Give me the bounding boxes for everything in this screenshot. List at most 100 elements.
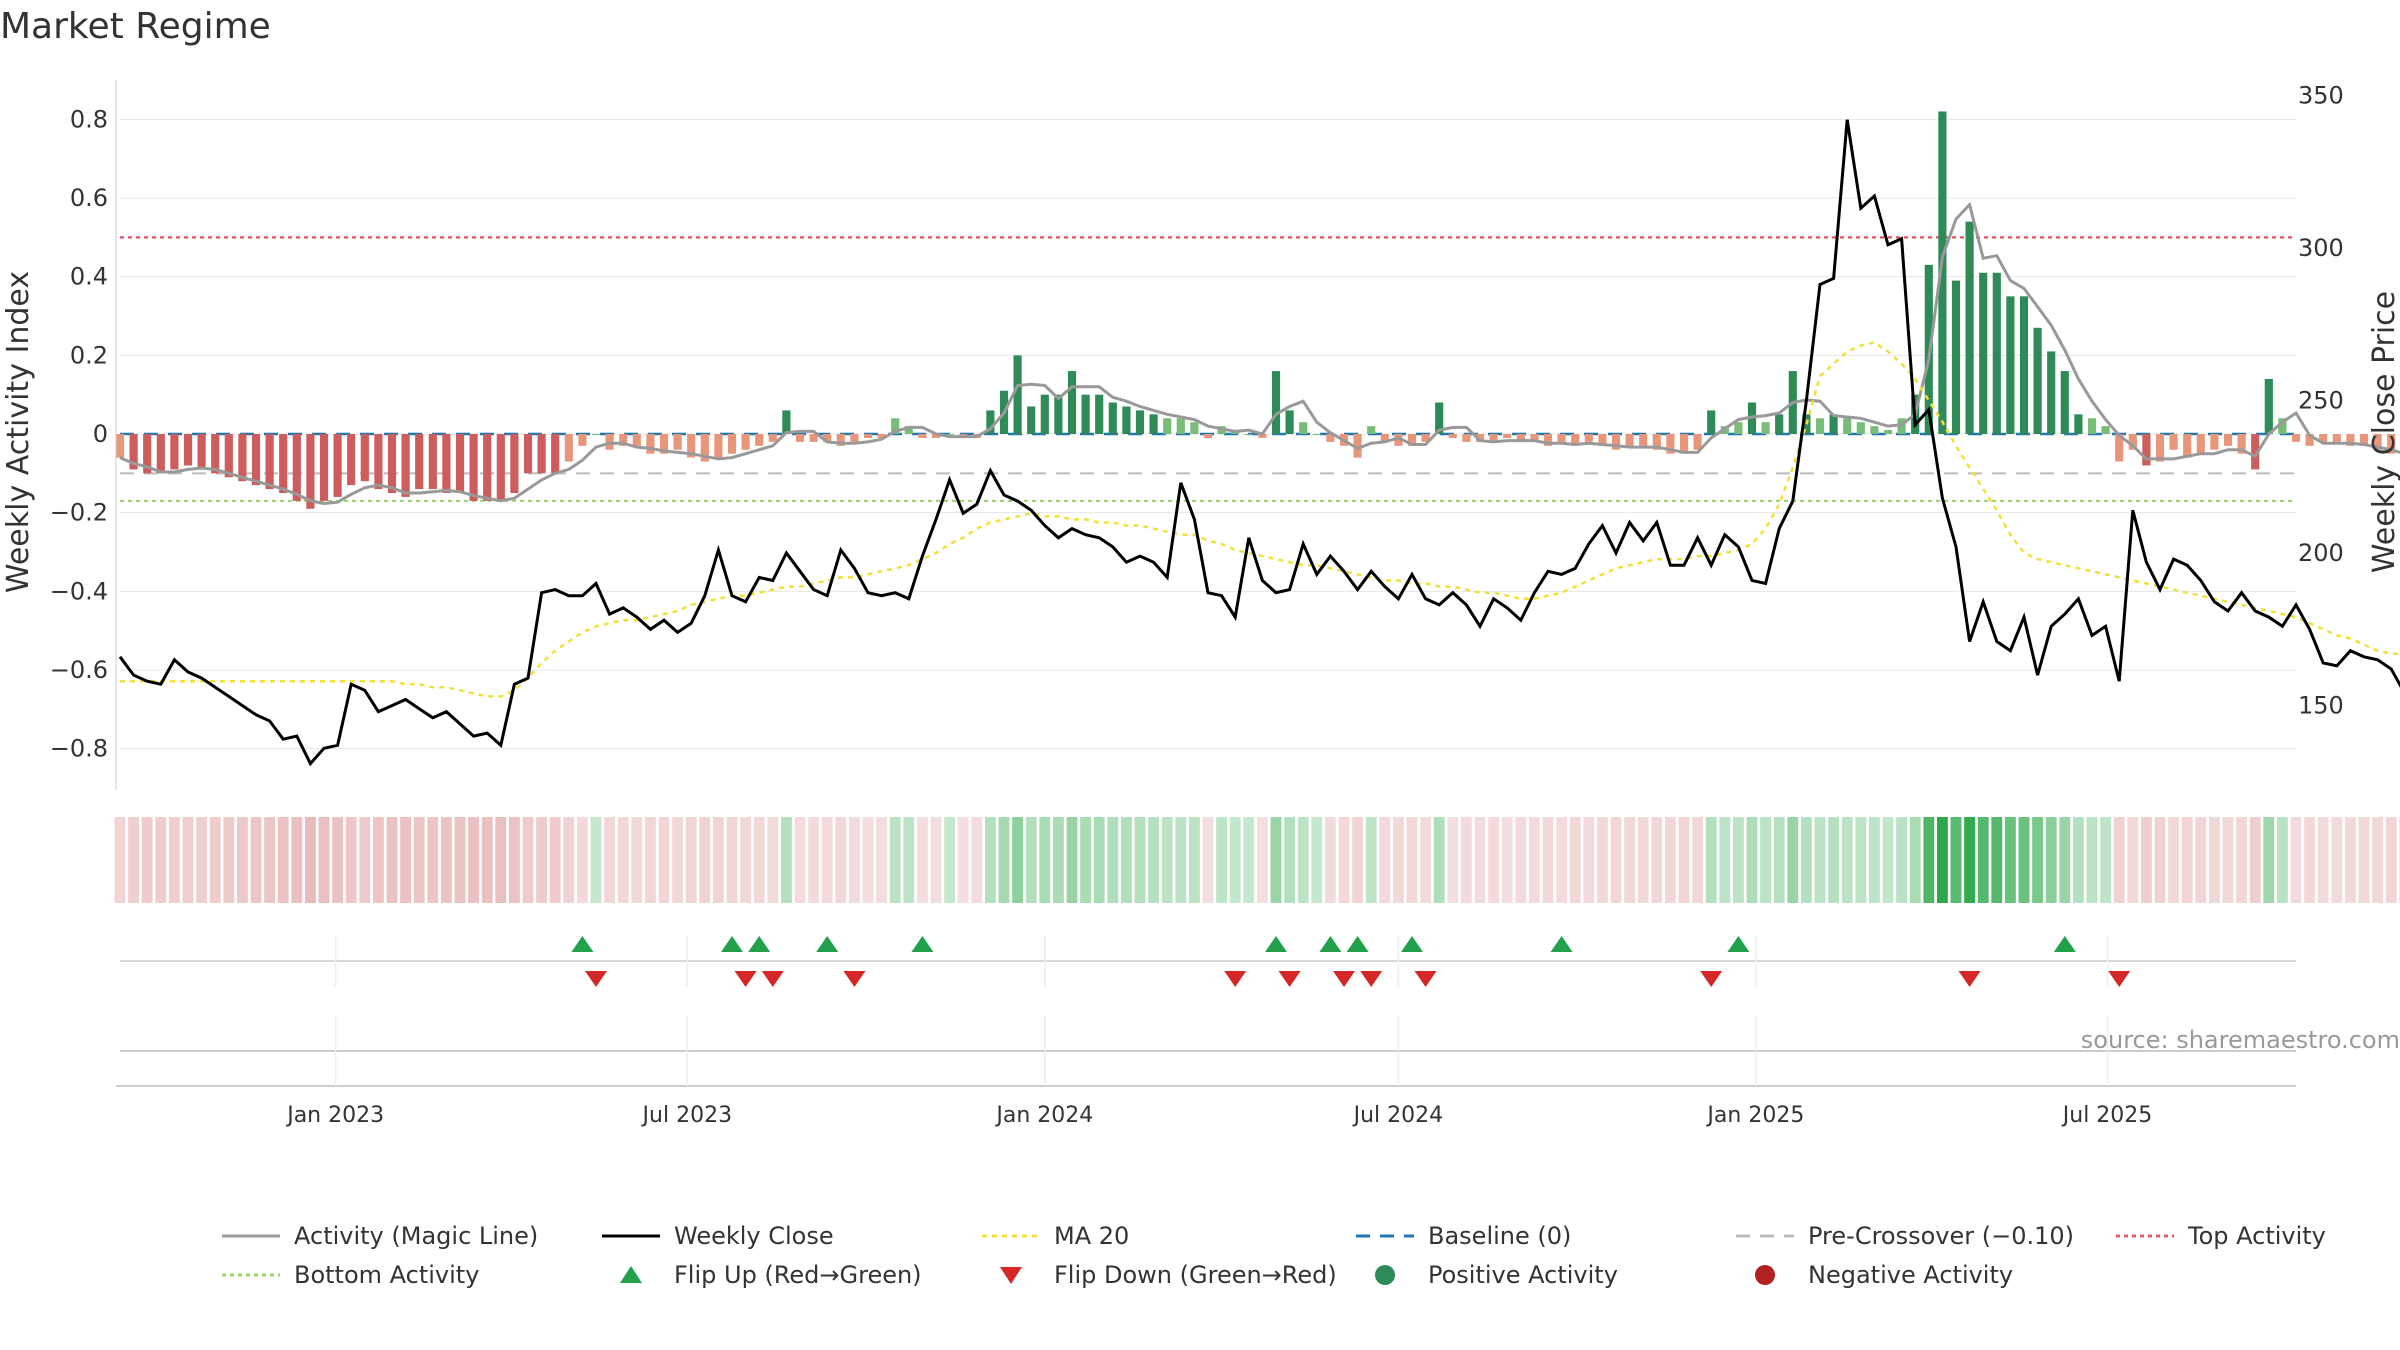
regime-strip-cell bbox=[114, 817, 126, 903]
regime-strip-cell bbox=[1800, 817, 1812, 903]
activity-bar bbox=[1271, 371, 1281, 434]
flip-up-marker bbox=[1346, 936, 1369, 952]
regime-strip-cell bbox=[1420, 817, 1432, 903]
activity-bar bbox=[551, 434, 560, 474]
regime-strip-cell bbox=[998, 817, 1010, 903]
legend-item: Bottom Activity bbox=[222, 1261, 479, 1289]
regime-strip-cell bbox=[413, 817, 425, 903]
activity-bar bbox=[510, 434, 519, 493]
activity-bar bbox=[1571, 434, 1580, 446]
regime-strip-cell bbox=[1542, 817, 1554, 903]
activity-bar bbox=[1951, 280, 1961, 434]
regime-strip-cell bbox=[2195, 817, 2207, 903]
activity-bar bbox=[1149, 414, 1158, 434]
activity-bar bbox=[795, 434, 805, 442]
activity-bar bbox=[401, 434, 410, 497]
regime-strip-cell bbox=[2168, 817, 2180, 903]
activity-bar bbox=[1244, 434, 1253, 435]
activity-bar bbox=[877, 434, 886, 438]
regime-strip-cell bbox=[876, 817, 888, 903]
regime-strip-cell bbox=[1052, 817, 1064, 903]
activity-bar bbox=[1557, 434, 1566, 442]
y-right-tick-label: 300 bbox=[2298, 234, 2344, 262]
regime-strip-cell bbox=[1760, 817, 1772, 903]
activity-bar bbox=[1394, 434, 1403, 446]
activity-bar bbox=[1163, 418, 1172, 434]
activity-bar bbox=[1489, 434, 1498, 442]
activity-bar bbox=[918, 434, 927, 438]
regime-strip-cell bbox=[1936, 817, 1948, 903]
activity-bar bbox=[1027, 406, 1036, 434]
flip-down-marker bbox=[761, 971, 784, 987]
regime-strip-cell bbox=[1637, 817, 1649, 903]
regime-strip-cell bbox=[1270, 817, 1282, 903]
regime-strip-cell bbox=[2004, 817, 2016, 903]
activity-bar bbox=[741, 434, 750, 450]
regime-strip-cell bbox=[821, 817, 833, 903]
activity-bar bbox=[251, 434, 261, 486]
legend-item: Negative Activity bbox=[1755, 1261, 2013, 1289]
regime-strip-cell bbox=[753, 817, 765, 903]
y-right-tick-label: 250 bbox=[2298, 386, 2344, 414]
y-left-tick-label: 0.2 bbox=[70, 341, 108, 369]
activity-bar bbox=[1979, 272, 1988, 434]
regime-strip-cell bbox=[740, 817, 752, 903]
flip-down-marker bbox=[1414, 971, 1437, 987]
regime-strip-cell bbox=[1012, 817, 1024, 903]
activity-bar bbox=[1639, 434, 1648, 446]
activity-bar bbox=[1367, 426, 1376, 434]
regime-strip-cell bbox=[1243, 817, 1255, 903]
regime-strip-cell bbox=[1583, 817, 1595, 903]
regime-strip-cell bbox=[2276, 817, 2288, 903]
regime-strip-cell bbox=[1705, 817, 1717, 903]
activity-bar bbox=[1666, 434, 1675, 454]
y-left-tick-label: 0.4 bbox=[70, 263, 108, 291]
legend-item: MA 20 bbox=[982, 1222, 1129, 1250]
regime-strip-cell bbox=[984, 817, 996, 903]
legend-label: Flip Up (Red→Green) bbox=[674, 1261, 922, 1289]
regime-strip-cell bbox=[1624, 817, 1636, 903]
activity-bar bbox=[1067, 371, 1077, 434]
regime-strip-cell bbox=[2086, 817, 2098, 903]
activity-bar bbox=[170, 434, 179, 470]
activity-bar bbox=[2019, 296, 2029, 434]
activity-bar bbox=[1516, 434, 1525, 442]
activity-bar bbox=[2196, 434, 2205, 454]
regime-strip-cell bbox=[1488, 817, 1500, 903]
regime-strip-cell bbox=[780, 817, 792, 903]
flip-down-marker bbox=[2108, 971, 2131, 987]
flip-down-marker bbox=[1360, 971, 1383, 987]
legend-item: Flip Up (Red→Green) bbox=[620, 1261, 922, 1289]
activity-bar bbox=[2060, 371, 2069, 434]
activity-bar bbox=[483, 434, 492, 501]
activity-bar bbox=[591, 434, 601, 435]
regime-strip-cell bbox=[359, 817, 371, 903]
activity-bar bbox=[2373, 434, 2382, 450]
y-right-tick-label: 200 bbox=[2298, 539, 2344, 567]
regime-strip-cell bbox=[1773, 817, 1785, 903]
y-left-axis-label: Weekly Activity Index bbox=[1, 271, 36, 593]
y-left-tick-label: −0.2 bbox=[50, 499, 108, 527]
regime-strip-cell bbox=[2100, 817, 2112, 903]
bottom-panel: Jan 2023 Jul 2023 Jan 2024 Jul 2024 Jan 2025… bbox=[116, 1016, 2296, 1128]
activity-bar bbox=[2128, 434, 2137, 450]
regime-strip-cell bbox=[1868, 817, 1880, 903]
regime-strip-cell bbox=[1651, 817, 1663, 903]
activity-bar bbox=[1108, 402, 1117, 434]
regime-strip-cell bbox=[1732, 817, 1744, 903]
y-left-tick-label: 0.8 bbox=[70, 105, 108, 133]
activity-bar bbox=[2169, 434, 2178, 450]
activity-bar bbox=[333, 434, 342, 497]
regime-strip-cell bbox=[1352, 817, 1364, 903]
activity-bar bbox=[755, 434, 764, 446]
regime-strip-cell bbox=[1882, 817, 1894, 903]
legend-label: Positive Activity bbox=[1428, 1261, 1618, 1289]
regime-strip-cell bbox=[848, 817, 860, 903]
regime-strip-cell bbox=[1596, 817, 1608, 903]
regime-strip-cell bbox=[196, 817, 208, 903]
regime-strip-cell bbox=[304, 817, 316, 903]
activity-bar bbox=[768, 434, 777, 442]
regime-strip-cell bbox=[1202, 817, 1214, 903]
regime-strip-cell bbox=[1814, 817, 1826, 903]
activity-bar bbox=[2006, 296, 2015, 434]
